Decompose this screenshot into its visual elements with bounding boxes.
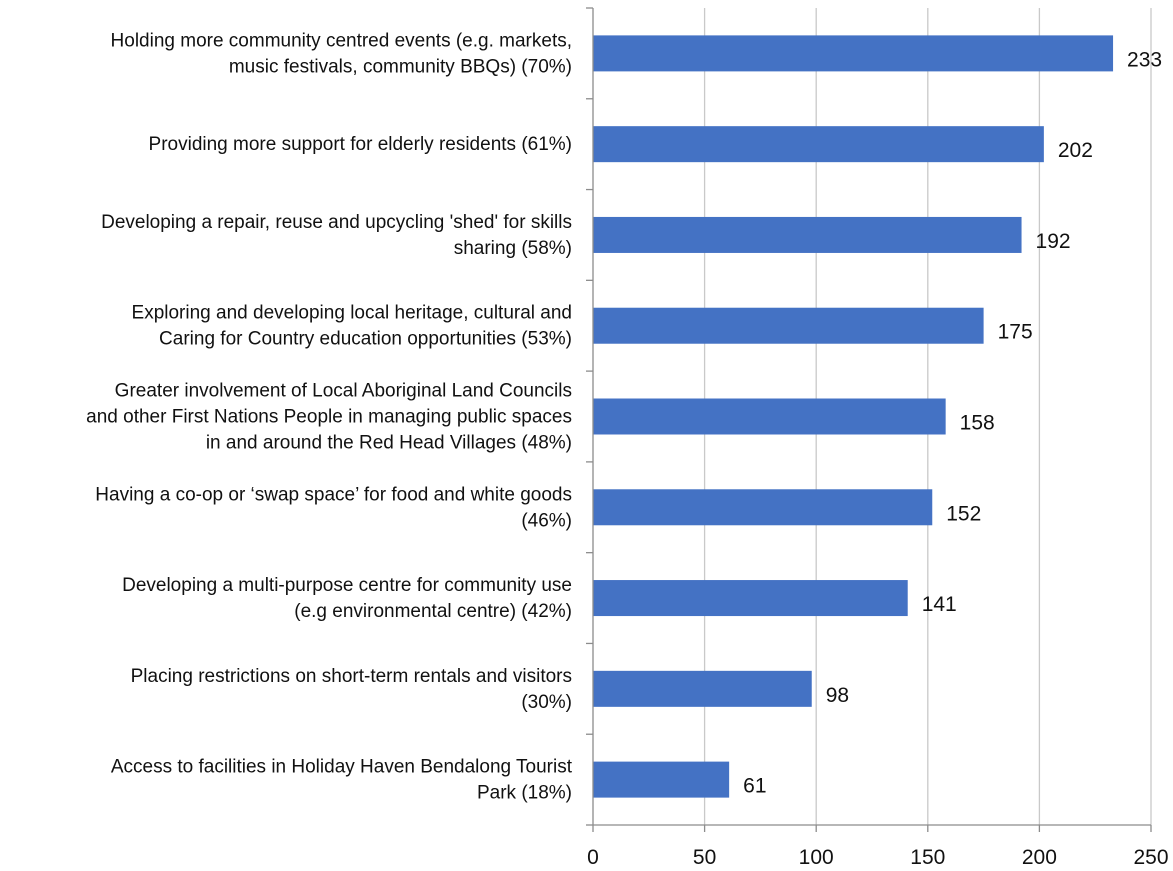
category-label-line: in and around the Red Head Villages (48%… (206, 433, 572, 454)
x-tick-labels: 0 50 100 150 200 250 (587, 846, 1168, 869)
x-tick-label: 50 (693, 846, 716, 869)
bar (593, 670, 812, 707)
bar (593, 307, 984, 344)
bar (593, 216, 1022, 253)
category-label: Developing a multi-purpose centre for co… (122, 575, 572, 622)
data-label: 192 (1036, 230, 1071, 253)
category-label-line: Greater involvement of Local Aboriginal … (115, 381, 572, 402)
x-tick-label: 250 (1133, 846, 1168, 869)
category-label-line: Park (18%) (477, 783, 572, 804)
value-labels: 233 202 192 175 158 152 141 98 61 (743, 48, 1162, 797)
category-label-line: (e.g environmental centre) (42%) (294, 601, 572, 622)
bar (593, 489, 933, 526)
data-label: 152 (946, 502, 981, 525)
category-label: Exploring and developing local heritage,… (132, 303, 572, 350)
category-label: Developing a repair, reuse and upcycling… (101, 212, 572, 259)
category-label-line: Exploring and developing local heritage,… (132, 303, 572, 324)
category-label-line: Caring for Country education opportuniti… (159, 329, 572, 350)
category-label-line: Developing a repair, reuse and upcycling… (101, 212, 572, 233)
category-label-line: and other First Nations People in managi… (86, 407, 572, 428)
bar (593, 35, 1114, 72)
x-tick-label: 0 (587, 846, 599, 869)
category-label: Having a co-op or ‘swap space’ for food … (95, 484, 572, 531)
x-tick-label: 200 (1022, 846, 1057, 869)
category-label-line: Holding more community centred events (e… (111, 30, 572, 51)
category-label: Placing restrictions on short-term renta… (131, 666, 572, 713)
data-label: 202 (1058, 139, 1093, 162)
x-tick-label: 150 (910, 846, 945, 869)
bar (593, 580, 908, 617)
data-label: 141 (922, 593, 957, 616)
x-tick-label: 100 (799, 846, 834, 869)
category-label: Access to facilities in Holiday Haven Be… (111, 757, 573, 804)
data-label: 158 (960, 412, 995, 435)
data-label: 233 (1127, 48, 1162, 71)
category-label-line: Having a co-op or ‘swap space’ for food … (95, 484, 572, 505)
category-label-line: (46%) (521, 510, 572, 531)
category-label-line: Providing more support for elderly resid… (149, 134, 572, 155)
category-label-line: Developing a multi-purpose centre for co… (122, 575, 572, 596)
data-label: 98 (826, 684, 849, 707)
bars (593, 35, 1114, 798)
bar (593, 398, 946, 435)
bar (593, 761, 730, 798)
category-label-line: (30%) (521, 692, 572, 713)
data-label: 61 (743, 775, 766, 798)
category-label-line: Access to facilities in Holiday Haven Be… (111, 757, 573, 778)
data-label: 175 (998, 321, 1033, 344)
bar (593, 126, 1044, 163)
axes (586, 7, 1152, 832)
category-label: Holding more community centred events (e… (111, 30, 572, 77)
category-labels: Holding more community centred events (e… (86, 30, 573, 803)
category-label-line: sharing (58%) (454, 238, 572, 259)
category-label: Providing more support for elderly resid… (149, 134, 572, 155)
category-label-line: music festivals, community BBQs) (70%) (229, 56, 572, 77)
category-label-line: Placing restrictions on short-term renta… (131, 666, 572, 687)
category-label: Greater involvement of Local Aboriginal … (86, 381, 572, 454)
